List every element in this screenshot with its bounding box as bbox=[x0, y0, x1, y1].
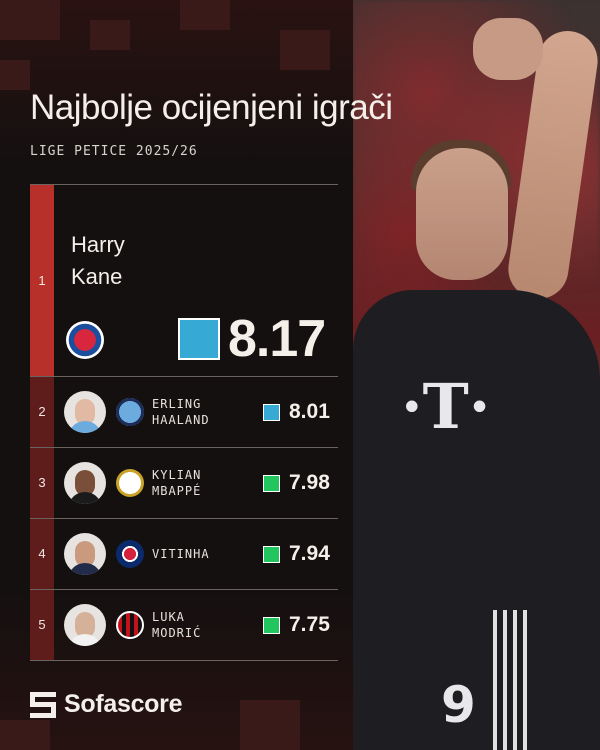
brand-logo: Sofascore bbox=[30, 690, 182, 719]
shorts-number: 9 bbox=[441, 676, 476, 734]
player-jersey bbox=[353, 290, 600, 750]
psg-crest-icon bbox=[116, 540, 144, 568]
ranking-row-5: 5 LUKA MODRIĆ 7.75 bbox=[30, 589, 338, 661]
rank-number: 1 bbox=[38, 273, 46, 288]
real-madrid-crest-icon bbox=[116, 469, 144, 497]
avatar-shirt bbox=[68, 563, 102, 575]
avatar-face bbox=[75, 541, 95, 567]
player-last-name: MBAPPÉ bbox=[152, 484, 202, 498]
avatar-shirt bbox=[68, 492, 102, 504]
player-rating: 7.98 bbox=[289, 471, 330, 494]
ranking-row-4: 4 VITINHA 7.94 bbox=[30, 518, 338, 589]
player-first-name: Harry bbox=[71, 232, 125, 257]
player-last-name: HAALAND bbox=[152, 413, 210, 427]
rating-color-square bbox=[263, 546, 280, 563]
pixel-decoration bbox=[0, 720, 50, 750]
avatar bbox=[64, 391, 106, 433]
player-rating: 8.17 bbox=[228, 310, 326, 368]
player-first-name: KYLIAN bbox=[152, 468, 202, 482]
shorts-stripes bbox=[493, 610, 527, 750]
rank-bar bbox=[30, 590, 54, 660]
manchester-city-crest-icon bbox=[116, 398, 144, 426]
telekom-logo-icon: ·T· bbox=[401, 370, 491, 443]
player-first-name: VITINHA bbox=[152, 547, 210, 561]
rank-bar bbox=[30, 519, 54, 589]
avatar bbox=[64, 462, 106, 504]
pixel-decoration bbox=[90, 20, 130, 50]
pixel-decoration bbox=[280, 30, 330, 70]
rank-number: 3 bbox=[38, 475, 46, 490]
player-first-name: ERLING bbox=[152, 397, 202, 411]
ac-milan-crest-icon bbox=[116, 611, 144, 639]
player-last-name: MODRIĆ bbox=[152, 626, 202, 640]
pixel-decoration bbox=[180, 0, 230, 30]
rank-bar bbox=[30, 448, 54, 518]
rank-bar bbox=[30, 185, 54, 376]
rating-color-square bbox=[263, 617, 280, 634]
rank-number: 5 bbox=[38, 617, 46, 632]
pixel-decoration bbox=[0, 0, 60, 40]
sofascore-logo-icon bbox=[30, 691, 56, 718]
avatar-face bbox=[75, 470, 95, 496]
avatar-face bbox=[75, 399, 95, 425]
rank-bar bbox=[30, 377, 54, 447]
player-name: Harry Kane bbox=[71, 229, 125, 293]
player-rating: 7.94 bbox=[289, 542, 330, 565]
player-name: ERLING HAALAND bbox=[152, 396, 210, 428]
page-subtitle: LIGE PETICE 2025/26 bbox=[30, 144, 198, 159]
rank-number: 2 bbox=[38, 404, 46, 419]
pixel-decoration bbox=[0, 60, 30, 90]
pixel-decoration bbox=[240, 700, 300, 750]
avatar-shirt bbox=[68, 634, 102, 646]
rating-color-square bbox=[263, 404, 280, 421]
player-first-name: LUKA bbox=[152, 610, 185, 624]
avatar bbox=[64, 604, 106, 646]
raised-fist bbox=[473, 18, 543, 80]
avatar bbox=[64, 533, 106, 575]
player-head bbox=[416, 148, 508, 280]
player-photo: ·T· 9 bbox=[353, 0, 600, 750]
player-last-name: Kane bbox=[71, 264, 123, 289]
player-rating: 8.01 bbox=[289, 400, 330, 423]
rank-number: 4 bbox=[38, 546, 46, 561]
rating-color-square bbox=[263, 475, 280, 492]
page-title: Najbolje ocijenjeni igrači bbox=[30, 88, 393, 127]
brand-name: Sofascore bbox=[64, 690, 183, 718]
ranking-row-1: 1 Harry Kane 8.17 bbox=[30, 184, 338, 376]
player-rating: 7.75 bbox=[289, 613, 330, 636]
player-name: KYLIAN MBAPPÉ bbox=[152, 467, 201, 499]
avatar-face bbox=[75, 612, 95, 638]
player-name: LUKA MODRIĆ bbox=[152, 609, 201, 641]
player-name: VITINHA bbox=[152, 546, 210, 562]
ranking-row-2: 2 ERLING HAALAND 8.01 bbox=[30, 376, 338, 447]
ranking-row-3: 3 KYLIAN MBAPPÉ 7.98 bbox=[30, 447, 338, 518]
avatar-shirt bbox=[68, 421, 102, 433]
rating-color-square bbox=[178, 318, 220, 360]
ranking-table: 1 Harry Kane 8.17 2 ERLING HAALAND 8.01 3… bbox=[30, 184, 338, 661]
bayern-munich-crest-icon bbox=[66, 321, 104, 359]
